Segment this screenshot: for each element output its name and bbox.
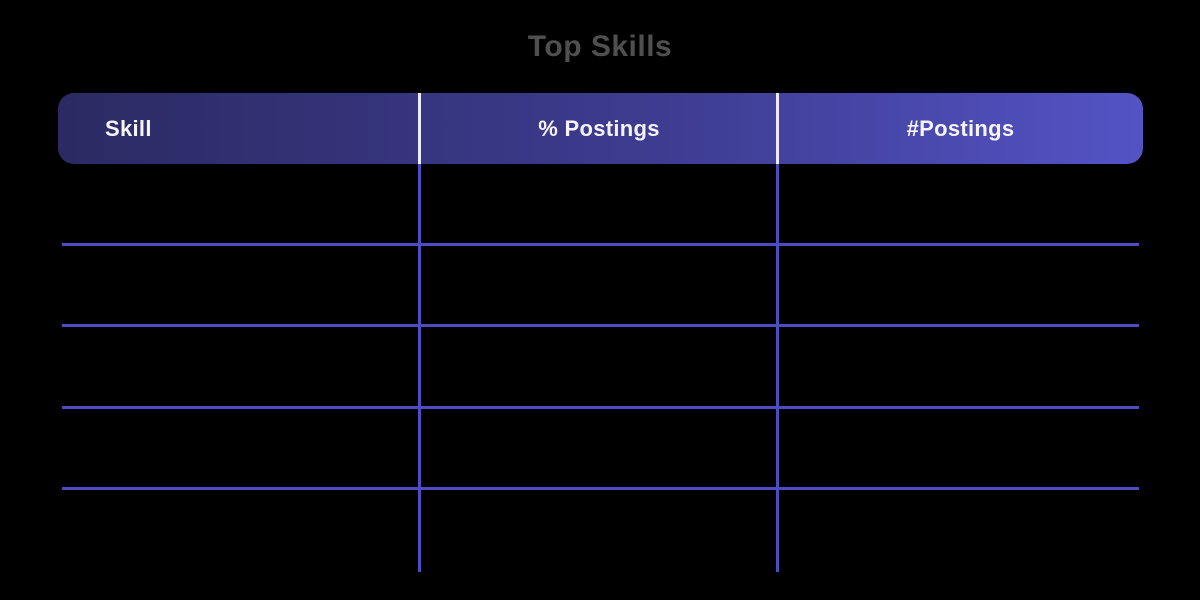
cell-skill — [62, 327, 420, 406]
table-row — [62, 164, 1139, 246]
column-grid-line — [418, 164, 421, 572]
table-row — [62, 490, 1139, 572]
page-title: Top Skills — [527, 30, 673, 63]
table-row — [62, 246, 1139, 328]
cell-percent-postings — [420, 490, 778, 572]
table-row — [62, 409, 1139, 491]
cell-number-postings — [778, 327, 1139, 406]
cell-number-postings — [778, 490, 1139, 572]
header-column-divider — [418, 93, 421, 164]
column-header-percent-postings: % Postings — [538, 115, 660, 141]
cell-skill — [62, 164, 420, 243]
table-body — [62, 164, 1139, 572]
cell-number-postings — [778, 409, 1139, 488]
cell-number-postings — [778, 164, 1139, 243]
cell-skill — [62, 490, 420, 572]
table-row — [62, 327, 1139, 409]
column-header-number-postings: #Postings — [906, 115, 1015, 141]
column-header-skill: Skill — [105, 115, 152, 141]
table-header: Skill % Postings #Postings — [58, 93, 1143, 164]
cell-percent-postings — [420, 246, 778, 325]
cell-percent-postings — [420, 164, 778, 243]
column-grid-line — [776, 164, 779, 572]
cell-skill — [62, 246, 420, 325]
top-skills-table: Skill % Postings #Postings — [58, 93, 1143, 572]
header-column-divider — [776, 93, 779, 164]
cell-skill — [62, 409, 420, 488]
cell-percent-postings — [420, 327, 778, 406]
cell-percent-postings — [420, 409, 778, 488]
cell-number-postings — [778, 246, 1139, 325]
